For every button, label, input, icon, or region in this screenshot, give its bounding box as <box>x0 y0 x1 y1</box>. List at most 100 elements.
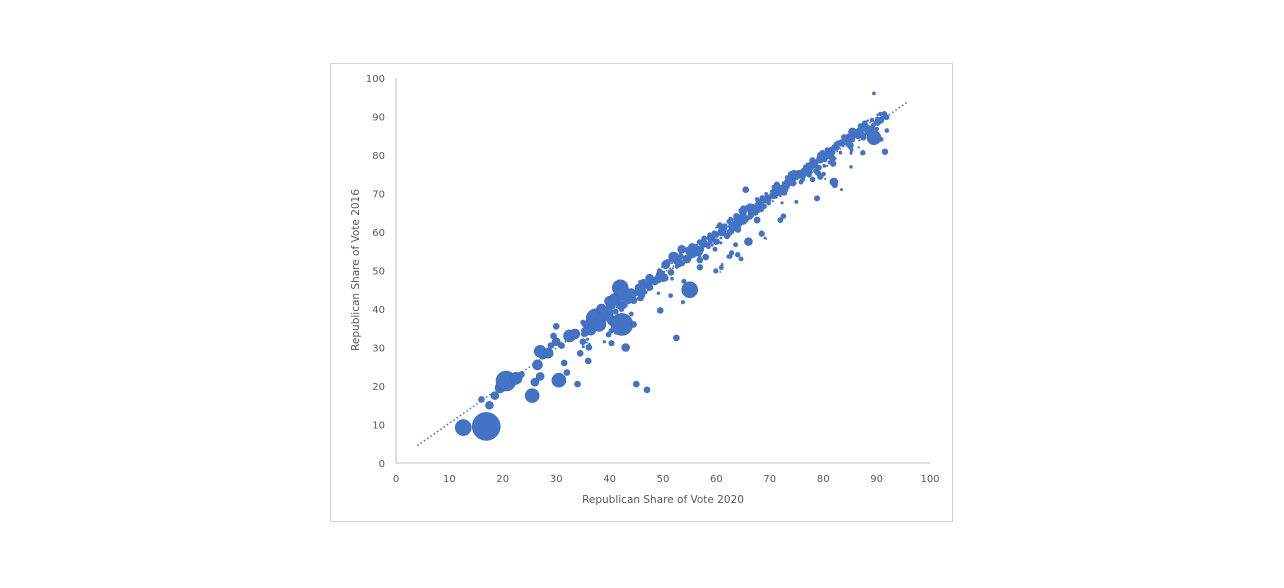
small-point <box>798 170 802 174</box>
bubble-point <box>478 396 485 403</box>
small-point <box>803 168 811 176</box>
data-points <box>454 91 890 441</box>
small-point <box>771 184 776 189</box>
small-point <box>608 306 612 309</box>
small-point <box>779 194 782 198</box>
small-point <box>718 265 724 271</box>
small-point <box>646 284 651 288</box>
small-point <box>750 211 755 216</box>
small-point <box>813 195 821 202</box>
small-point <box>671 267 674 270</box>
small-point <box>660 271 666 276</box>
small-point <box>789 180 797 187</box>
x-tick-label: 0 <box>393 474 399 485</box>
small-point <box>679 262 682 265</box>
small-point <box>596 314 598 316</box>
small-point <box>849 165 853 169</box>
x-tick-label: 100 <box>920 474 939 485</box>
small-point <box>831 144 838 150</box>
small-point <box>659 269 663 273</box>
small-point <box>712 246 718 252</box>
small-point <box>735 251 741 258</box>
small-point <box>875 120 881 126</box>
small-point <box>700 246 703 249</box>
small-point <box>736 214 744 221</box>
x-axis-tick-labels: 0 10 20 30 40 50 60 70 80 90 100 <box>393 474 940 485</box>
small-point <box>861 120 868 127</box>
x-tick-label: 10 <box>443 474 456 485</box>
small-point <box>798 179 804 185</box>
small-point <box>732 221 738 227</box>
bubble-point <box>579 338 587 346</box>
small-point <box>824 147 830 152</box>
small-point <box>869 121 871 124</box>
small-point <box>678 253 684 260</box>
small-point <box>700 248 703 251</box>
small-point <box>816 164 822 171</box>
small-point <box>831 181 838 189</box>
bubble-point <box>621 343 630 352</box>
y-tick-label: 10 <box>372 421 385 432</box>
x-axis-title: Republican Share of Vote 2020 <box>582 494 744 506</box>
x-tick-label: 50 <box>657 474 670 485</box>
small-point <box>851 131 859 139</box>
small-point <box>632 290 639 297</box>
bubble-point <box>551 372 567 388</box>
bubble-point <box>673 334 680 342</box>
small-point <box>619 305 624 310</box>
small-point <box>814 159 819 164</box>
small-point <box>670 261 673 265</box>
small-point <box>738 256 744 262</box>
small-point <box>826 164 829 168</box>
small-point <box>813 164 817 169</box>
small-point <box>727 228 734 234</box>
small-point <box>670 255 676 261</box>
y-tick-label: 70 <box>372 190 385 201</box>
small-point <box>717 222 723 228</box>
small-point <box>662 259 669 267</box>
small-point <box>585 344 593 351</box>
small-point <box>814 170 819 175</box>
small-point <box>643 290 648 295</box>
small-point <box>866 119 869 122</box>
y-tick-label: 50 <box>372 267 385 278</box>
small-point <box>787 171 795 178</box>
small-point <box>844 140 851 147</box>
small-point <box>849 151 853 155</box>
small-point <box>627 298 630 301</box>
small-point <box>620 291 627 298</box>
x-tick-label: 40 <box>603 474 616 485</box>
small-point <box>733 242 739 248</box>
y-tick-label: 90 <box>372 113 385 124</box>
small-point <box>755 209 758 212</box>
small-point <box>661 266 663 269</box>
small-point <box>835 140 842 147</box>
bubble-point <box>524 388 540 403</box>
small-point <box>595 323 599 327</box>
bubble-point <box>574 380 581 388</box>
small-point <box>838 150 843 155</box>
small-point <box>720 232 725 237</box>
bubble-point <box>744 237 753 246</box>
small-point <box>764 196 769 201</box>
bubble-point <box>471 412 501 441</box>
small-point <box>612 308 619 315</box>
small-point <box>761 203 767 210</box>
small-point <box>580 331 587 337</box>
small-point <box>878 136 884 142</box>
small-point <box>676 259 681 264</box>
bubble-point <box>702 253 710 261</box>
bubble-point <box>532 359 543 371</box>
small-point <box>728 250 735 256</box>
small-point <box>771 200 774 203</box>
small-point <box>809 161 811 164</box>
bubble-point <box>558 342 565 349</box>
small-point <box>764 191 769 196</box>
small-point <box>623 301 625 304</box>
small-point <box>869 117 875 123</box>
small-point <box>696 264 704 271</box>
small-point <box>628 311 634 317</box>
small-point <box>881 115 884 119</box>
bubble-point <box>630 321 637 328</box>
small-point <box>849 137 856 143</box>
